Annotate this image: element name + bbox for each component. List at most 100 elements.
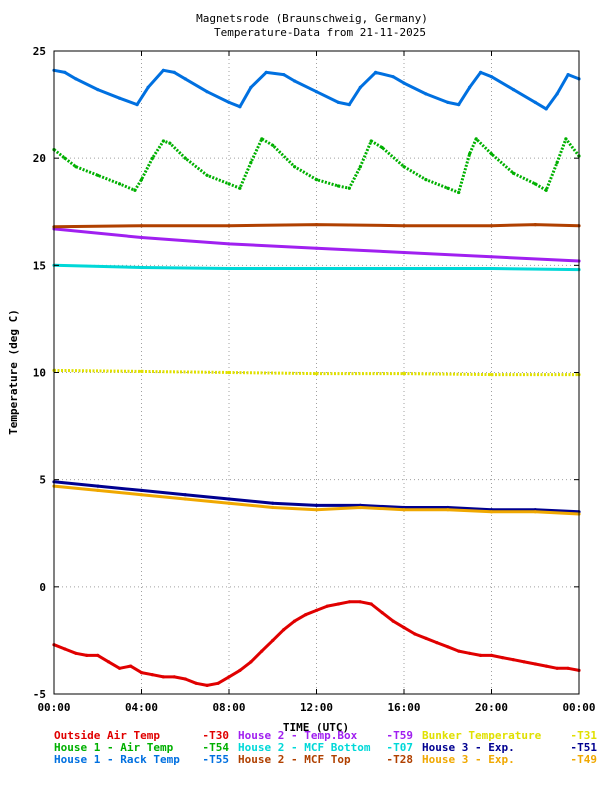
data-point xyxy=(500,656,504,660)
data-point xyxy=(227,266,231,271)
data-point xyxy=(369,602,373,606)
data-point xyxy=(479,653,483,658)
data-point xyxy=(402,508,406,512)
legend-label: House 3 - Exp. xyxy=(422,753,515,766)
series-layer xyxy=(52,68,581,688)
data-point xyxy=(325,604,329,608)
data-point xyxy=(402,266,406,271)
data-point xyxy=(489,152,494,156)
legend-label: House 3 - Exp. xyxy=(422,741,515,754)
data-point xyxy=(402,81,406,85)
legend-label: Outside Air Temp xyxy=(54,729,160,742)
data-point xyxy=(183,77,187,81)
data-point xyxy=(489,224,494,228)
data-point xyxy=(468,651,472,655)
axis-ticks: 00:00 04:00 08:00 12:00 16:00 20:00 00:00-5051… xyxy=(33,45,596,714)
x-tick-label: 20:00 xyxy=(475,701,508,714)
data-point xyxy=(522,660,526,664)
data-point xyxy=(380,145,384,150)
x-tick-label: 08:00 xyxy=(212,701,245,714)
data-point xyxy=(489,510,494,514)
data-point xyxy=(402,626,406,630)
legend-dash: - xyxy=(570,741,577,754)
data-point xyxy=(424,178,428,182)
data-point xyxy=(133,188,137,192)
data-point xyxy=(63,156,67,160)
data-point xyxy=(314,178,319,182)
data-point xyxy=(139,224,144,228)
data-point xyxy=(227,501,231,505)
data-point xyxy=(249,85,253,89)
data-point xyxy=(260,137,264,141)
data-point xyxy=(314,372,319,376)
data-point xyxy=(161,68,165,72)
series-line-t54 xyxy=(53,137,581,194)
data-point xyxy=(238,668,242,673)
legend-dash: - xyxy=(202,741,209,754)
data-point xyxy=(566,666,570,670)
series-t28 xyxy=(52,223,581,229)
data-point xyxy=(118,182,122,186)
x-tick-label: 00:00 xyxy=(37,701,70,714)
data-point xyxy=(168,141,172,145)
data-point xyxy=(260,649,264,653)
data-point xyxy=(446,100,450,104)
data-point xyxy=(172,675,176,679)
data-point xyxy=(374,70,378,74)
series-line-t28 xyxy=(53,223,580,229)
data-point xyxy=(227,370,231,375)
data-point xyxy=(457,103,461,107)
legend-dash: - xyxy=(386,753,393,766)
data-point xyxy=(139,369,144,373)
data-point xyxy=(183,677,187,681)
data-point xyxy=(227,182,231,186)
data-point xyxy=(314,246,319,250)
data-point xyxy=(468,152,472,156)
data-point xyxy=(227,100,231,104)
data-point xyxy=(271,638,275,643)
data-point xyxy=(85,653,89,658)
data-point xyxy=(555,666,559,670)
data-point xyxy=(402,372,406,376)
data-point xyxy=(457,190,461,195)
data-point xyxy=(238,186,242,190)
legend-dash: - xyxy=(386,729,393,742)
y-tick-label: 0 xyxy=(39,581,46,594)
data-point xyxy=(314,266,319,271)
series-line-t59 xyxy=(53,227,580,263)
data-point xyxy=(533,662,537,666)
data-point xyxy=(96,653,100,658)
data-point xyxy=(139,178,144,182)
data-point xyxy=(183,156,187,160)
data-point xyxy=(293,79,297,83)
data-point xyxy=(544,107,548,111)
legend-tag: T49 xyxy=(577,753,597,766)
chart-subtitle: Temperature-Data from 21-11-2025 xyxy=(214,26,426,39)
legend-tag: T31 xyxy=(577,729,597,742)
data-point xyxy=(446,645,450,649)
data-point xyxy=(391,619,395,623)
y-tick-label: 15 xyxy=(33,259,46,272)
series-t49 xyxy=(52,484,581,516)
data-point xyxy=(474,137,478,141)
x-tick-label: 16:00 xyxy=(387,701,420,714)
data-point xyxy=(489,266,494,271)
data-point xyxy=(380,611,384,615)
y-tick-label: 10 xyxy=(33,367,46,380)
data-point xyxy=(544,664,548,668)
data-point xyxy=(271,505,275,510)
data-point xyxy=(96,488,100,492)
series-line-t55 xyxy=(53,68,580,111)
data-point xyxy=(446,508,450,512)
legend-tag: T55 xyxy=(209,753,229,766)
data-point xyxy=(347,103,351,107)
data-point xyxy=(238,105,242,109)
data-point xyxy=(314,90,319,94)
data-point xyxy=(293,165,297,169)
data-point xyxy=(194,681,198,685)
data-point xyxy=(358,505,362,510)
data-point xyxy=(347,186,351,190)
x-axis-label: TIME (UTC) xyxy=(283,721,349,734)
data-point xyxy=(314,608,319,613)
